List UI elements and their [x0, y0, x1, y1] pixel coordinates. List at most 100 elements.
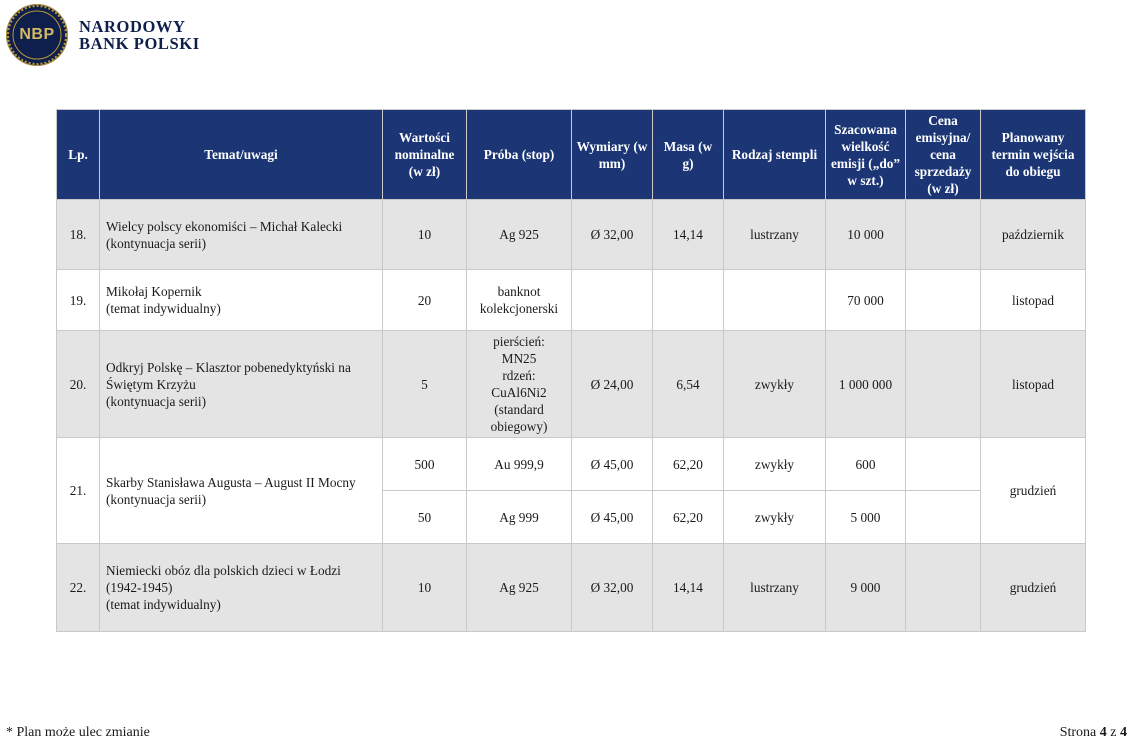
- cell-cena: [905, 199, 981, 270]
- cell-stempel: [723, 269, 826, 331]
- column-header-proba: Próba (stop): [466, 109, 572, 200]
- nbp-logo: NBP NARODOWY BANK POLSKI: [6, 3, 200, 67]
- page-sep: z: [1106, 725, 1120, 740]
- cell-wymiary: Ø 45,00: [571, 437, 653, 491]
- cell-emisja: 600: [825, 437, 906, 491]
- page-total: 4: [1120, 725, 1127, 740]
- topic-line: (temat indywidualny): [106, 301, 221, 316]
- cell-lp: 19.: [56, 269, 100, 331]
- column-header-termin: Planowany termin wejścia do obiegu: [980, 109, 1086, 200]
- topic-line: (kontynuacja serii): [106, 491, 207, 507]
- cell-cena: [905, 330, 981, 438]
- table-row: 18. Wielcy polscy ekonomiści – Michał Ka…: [56, 199, 1086, 270]
- topic-line: Mikołaj Kopernik: [106, 284, 202, 299]
- cell-emisja: 5 000: [825, 490, 906, 544]
- table-row: 22. Niemiecki obóz dla polskich dzieci w…: [56, 543, 1086, 632]
- cell-masa: [652, 269, 724, 331]
- cell-stempel: lustrzany: [723, 543, 826, 632]
- cell-termin: październik: [980, 199, 1086, 270]
- cell-nominal: 50: [382, 490, 467, 544]
- cell-emisja: 70 000: [825, 269, 906, 331]
- table-row: 20. Odkryj Polskę – Klasztor pobenedykty…: [56, 330, 1086, 438]
- cell-cena: [905, 490, 981, 544]
- proba-line: CuAl6Ni2: [491, 385, 547, 400]
- column-header-cena: Cena emisyjna/ cena sprzedaży (w zł): [905, 109, 981, 200]
- cell-proba: Au 999,9: [466, 437, 572, 491]
- column-header-stempel: Rodzaj stempli: [723, 109, 826, 200]
- cell-masa: 14,14: [652, 543, 724, 632]
- topic-line: Wielcy polscy ekonomiści – Michał Kaleck…: [106, 218, 343, 234]
- cell-proba: Ag 999: [466, 490, 572, 544]
- proba-line: Ag 925: [499, 580, 539, 595]
- bank-name-line1: NARODOWY: [79, 17, 186, 36]
- topic-line: Niemiecki obóz dla polskich dzieci w Łod…: [106, 563, 341, 578]
- cell-termin: listopad: [980, 330, 1086, 438]
- cell-topic: Wielcy polscy ekonomiści – Michał Kaleck…: [99, 199, 383, 270]
- cell-emisja: 9 000: [825, 543, 906, 632]
- cell-nominal: 5: [382, 330, 467, 438]
- cell-stempel: zwykły: [723, 490, 826, 544]
- proba-line: rdzeń:: [502, 368, 536, 383]
- proba-line: obiegowy): [490, 419, 548, 434]
- topic-line: (1942-1945): [106, 580, 173, 595]
- cell-proba: Ag 925: [466, 199, 572, 270]
- page-current: 4: [1099, 725, 1107, 740]
- cell-nominal: 10: [382, 543, 467, 632]
- cell-masa: 14,14: [652, 199, 724, 270]
- cell-lp: 21.: [56, 437, 100, 544]
- cell-emisja: 10 000: [825, 199, 906, 270]
- topic-line: Odkryj Polskę – Klasztor pobenedyktyński…: [106, 359, 351, 392]
- cell-wymiary: Ø 32,00: [571, 199, 653, 270]
- cell-topic: Niemiecki obóz dla polskich dzieci w Łod…: [99, 543, 383, 632]
- cell-proba: pierścień: MN25 rdzeń: CuAl6Ni2 (standar…: [466, 330, 572, 438]
- cell-wymiary: Ø 45,00: [571, 490, 653, 544]
- cell-topic: Skarby Stanisława Augusta – August II Mo…: [99, 437, 383, 544]
- cell-wymiary: Ø 32,00: [571, 543, 653, 632]
- cell-termin: listopad: [980, 269, 1086, 331]
- proba-line: banknot: [497, 284, 541, 299]
- cell-stempel: lustrzany: [723, 199, 826, 270]
- cell-lp: 20.: [56, 330, 100, 438]
- column-header-masa: Masa (w g): [652, 109, 724, 200]
- cell-stempel: zwykły: [723, 330, 826, 438]
- coin-issue-table: Lp. Temat/uwagi Wartości nominalne (w zł…: [56, 109, 1086, 632]
- topic-line: Skarby Stanisława Augusta – August II Mo…: [106, 474, 356, 490]
- proba-line: MN25: [501, 351, 537, 366]
- cell-cena: [905, 269, 981, 331]
- proba-line: (standard: [494, 402, 544, 417]
- proba-line: pierścień:: [493, 334, 545, 349]
- bank-name: NARODOWY BANK POLSKI: [79, 18, 200, 52]
- cell-cena: [905, 543, 981, 632]
- column-header-wymiary: Wymiary (w mm): [571, 109, 653, 200]
- cell-lp: 22.: [56, 543, 100, 632]
- page-prefix: Strona: [1059, 725, 1100, 740]
- cell-lp: 18.: [56, 199, 100, 270]
- cell-emisja: 1 000 000: [825, 330, 906, 438]
- table-header-row: Lp. Temat/uwagi Wartości nominalne (w zł…: [56, 109, 1086, 200]
- proba-line: Ag 925: [499, 227, 539, 242]
- topic-line: (kontynuacja serii): [106, 393, 207, 409]
- table-row: 50 Ag 999 Ø 45,00 62,20 zwykły 5 000: [57, 490, 1086, 544]
- cell-masa: 6,54: [652, 330, 724, 438]
- nbp-seal-icon: NBP: [6, 4, 68, 66]
- cell-masa: 62,20: [652, 490, 724, 544]
- cell-masa: 62,20: [652, 437, 724, 491]
- cell-topic: Odkryj Polskę – Klasztor pobenedyktyński…: [99, 330, 383, 438]
- topic-line: (temat indywidualny): [106, 597, 221, 612]
- cell-proba: Ag 925: [466, 543, 572, 632]
- page-number: Strona 4 z 4: [1060, 725, 1127, 741]
- cell-nominal: 20: [382, 269, 467, 331]
- column-header-lp: Lp.: [56, 109, 100, 200]
- bank-name-line2: BANK POLSKI: [79, 34, 200, 53]
- footer-note: * Plan może ulec zmianie: [6, 725, 150, 740]
- column-header-emisja: Szacowana wielkość emisji („do” w szt.): [825, 109, 906, 200]
- cell-topic: Mikołaj Kopernik (temat indywidualny): [99, 269, 383, 331]
- cell-nominal: 500: [382, 437, 467, 491]
- seal-monogram: NBP: [19, 26, 55, 43]
- cell-nominal: 10: [382, 199, 467, 270]
- topic-line: (kontynuacja serii): [106, 235, 207, 251]
- table-row: 19. Mikołaj Kopernik (temat indywidualny…: [56, 269, 1086, 331]
- cell-wymiary: [571, 269, 653, 331]
- cell-cena: [905, 437, 981, 491]
- table-row: 21. Skarby Stanisława Augusta – August I…: [56, 437, 1086, 544]
